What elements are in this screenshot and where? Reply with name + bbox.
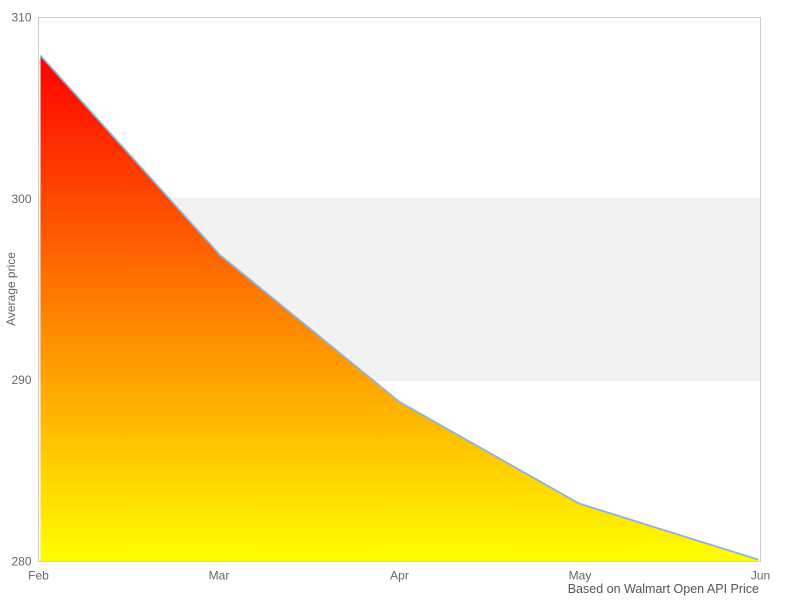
- series-line: [39, 54, 759, 561]
- y-tick-label: 280: [11, 555, 31, 569]
- x-tick-label: Mar: [209, 569, 230, 583]
- y-tick-label: 310: [11, 11, 31, 25]
- chart-credits: Based on Walmart Open API Price: [567, 582, 759, 596]
- x-tick-label: May: [569, 569, 592, 583]
- x-tick-label: Feb: [28, 569, 49, 583]
- y-tick-label: 300: [11, 192, 31, 206]
- x-tick-label: Jun: [751, 569, 770, 583]
- y-axis-title: Average price: [4, 252, 18, 326]
- x-tick-label: Apr: [390, 569, 409, 583]
- plot-border: [38, 17, 761, 562]
- y-tick-label: 290: [11, 373, 31, 387]
- area-series-fill: [40, 55, 759, 562]
